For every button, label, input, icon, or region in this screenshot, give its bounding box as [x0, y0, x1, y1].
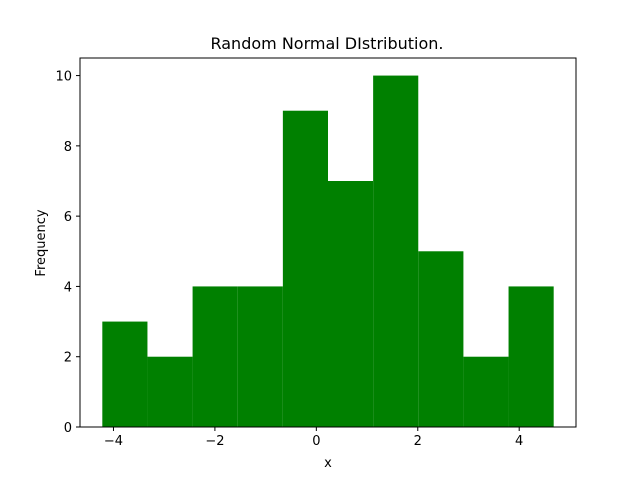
x-axis-label: x: [324, 456, 332, 471]
y-axis-label: Frequency: [34, 209, 49, 276]
y-ticks: 0 2 4 6 8 10: [55, 70, 80, 436]
histogram-bar: [282, 110, 328, 427]
x-tick-label: 0: [312, 434, 320, 449]
histogram-bar: [102, 321, 148, 427]
x-tick-label: −4: [104, 434, 123, 449]
histogram-bar: [147, 356, 193, 427]
x-tick-label: 2: [414, 434, 422, 449]
axes-frame: [79, 57, 577, 428]
chart-title: Random Normal DIstribution.: [210, 34, 443, 53]
histogram-bar: [373, 75, 419, 428]
x-ticks: −4 −2 0 2 4: [104, 427, 523, 449]
y-tick-label: 8: [64, 140, 72, 155]
bars-group: [102, 75, 554, 428]
x-tick-label: 4: [515, 434, 523, 449]
y-tick-label: 2: [64, 351, 72, 366]
histogram-bar: [418, 251, 464, 427]
y-tick-label: 0: [64, 421, 72, 436]
y-tick-label: 10: [55, 70, 72, 85]
histogram-bar: [508, 286, 554, 427]
histogram-bar: [237, 286, 283, 427]
y-tick-label: 6: [64, 210, 72, 225]
x-tick-label: −2: [205, 434, 224, 449]
histogram-bar: [192, 286, 238, 427]
y-tick-label: 4: [64, 280, 72, 295]
histogram-bar: [328, 181, 374, 427]
histogram-bar: [463, 356, 509, 427]
